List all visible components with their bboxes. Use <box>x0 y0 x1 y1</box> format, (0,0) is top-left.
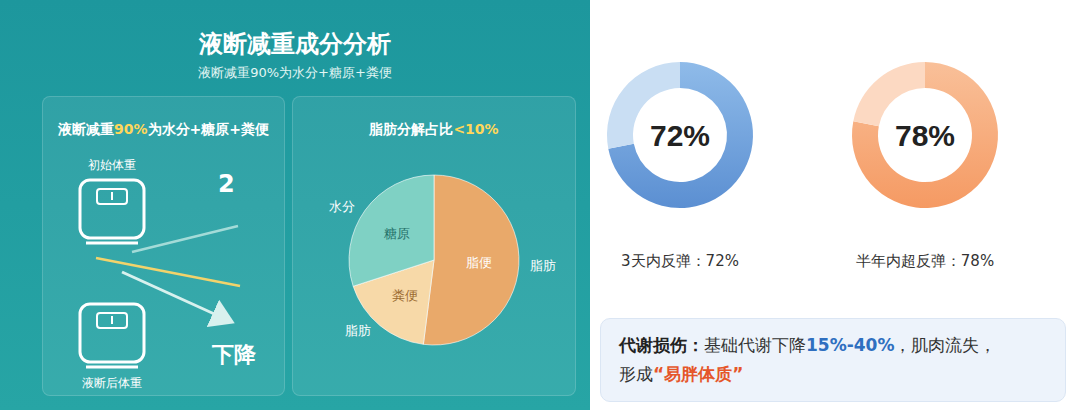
html-text:液断减重90%为水分+糖原+粪便: 液断减重90%为水分+糖原+粪便 <box>58 121 269 137</box>
svg-text:脂便: 脂便 <box>466 255 492 270</box>
svg-text:脂肪: 脂肪 <box>345 323 371 338</box>
svg-text:糖原: 糖原 <box>384 226 410 241</box>
svg-text:水分: 水分 <box>329 199 355 214</box>
svg-text:72%: 72% <box>650 119 710 152</box>
svg-text:脂肪: 脂肪 <box>530 258 556 273</box>
html-text:初始体重: 初始体重 <box>88 158 136 172</box>
html-text:液断后体重: 液断后体重 <box>82 376 142 390</box>
html-text:液断减重成分分析: 液断减重成分分析 <box>199 30 391 58</box>
svg-text:粪便: 粪便 <box>392 288 418 303</box>
html-text:脂肪分解占比<10%: 脂肪分解占比<10% <box>369 121 499 137</box>
svg-text:78%: 78% <box>895 119 955 152</box>
html-text:代谢损伤：基础代谢下降15%-40%，肌肉流失，: 代谢损伤：基础代谢下降15%-40%，肌肉流失， <box>619 335 997 355</box>
html-text:半年内超反弹：78%: 半年内超反弹：78% <box>855 252 995 270</box>
html-text:3天内反弹：72%: 3天内反弹：72% <box>621 252 739 270</box>
html-text:液断减重90%为水分+糖原+粪便: 液断减重90%为水分+糖原+粪便 <box>198 65 392 80</box>
html-text:下降: 下降 <box>212 342 256 367</box>
html-text:2: 2 <box>218 170 235 198</box>
html-text:形成“易胖体质”: 形成“易胖体质” <box>619 364 744 384</box>
